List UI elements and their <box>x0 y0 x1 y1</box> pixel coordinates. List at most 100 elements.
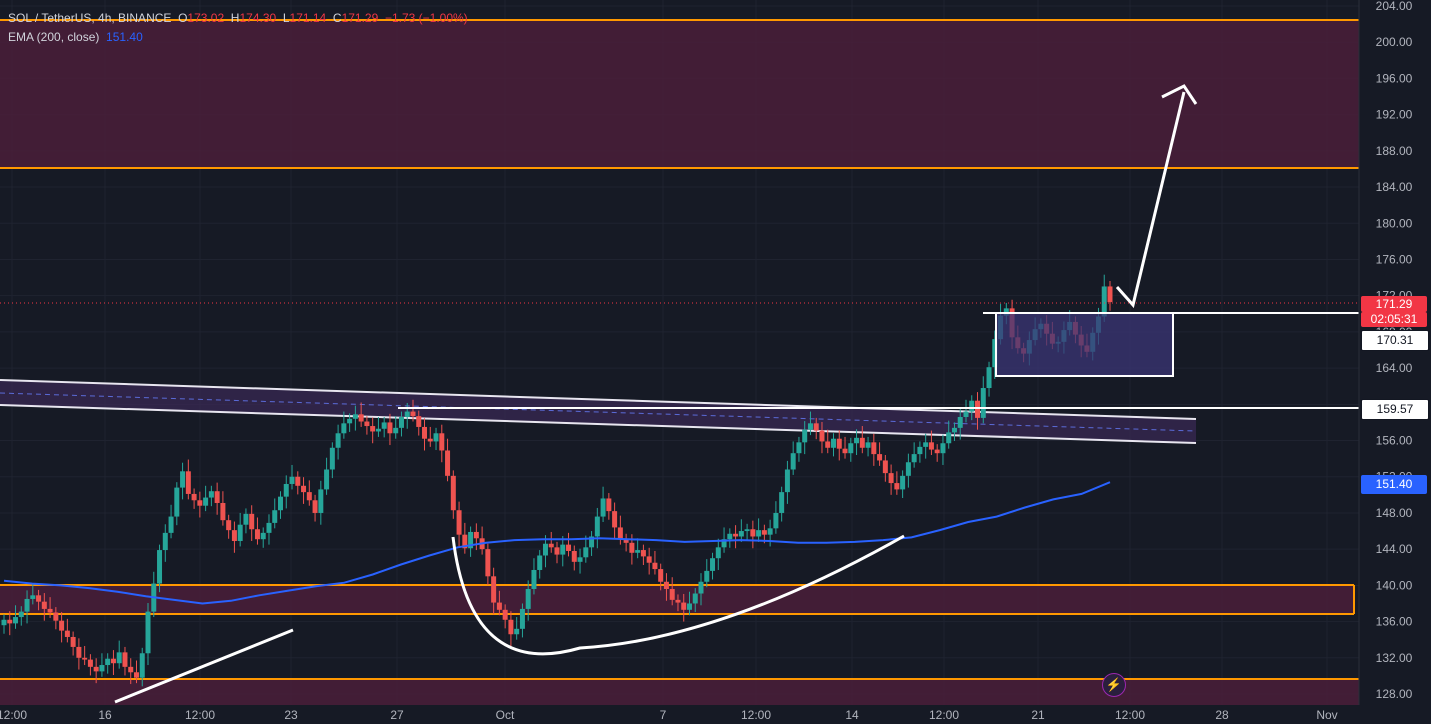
candle-body <box>249 513 255 530</box>
y-tick-label: 140.00 <box>1376 578 1413 592</box>
candle-body <box>450 475 456 511</box>
candle-body <box>13 617 19 624</box>
candle-body <box>583 547 589 558</box>
candle-body <box>675 599 681 603</box>
candle-body <box>185 471 191 494</box>
candle-body <box>738 531 744 537</box>
candle-body <box>243 513 249 525</box>
candle-body <box>468 531 474 549</box>
candle-body <box>894 483 900 490</box>
y-tick-label: 184.00 <box>1376 180 1413 194</box>
candle-body <box>422 426 428 439</box>
candle-body <box>24 598 30 612</box>
candle-body <box>594 516 600 537</box>
candle-body <box>917 446 923 455</box>
lightning-icon[interactable]: ⚡ <box>1102 673 1126 697</box>
y-tick-label: 148.00 <box>1376 506 1413 520</box>
candle-body <box>174 487 180 517</box>
x-tick-label: 16 <box>98 708 112 722</box>
candle-body <box>831 438 836 448</box>
candle-body <box>370 426 376 432</box>
candle-body <box>537 555 543 570</box>
candle-body <box>191 493 197 501</box>
candle-body <box>554 547 560 555</box>
ema-line <box>3 481 1111 605</box>
candle-body <box>669 588 675 600</box>
y-tick-label: 156.00 <box>1376 434 1413 448</box>
candle-body <box>946 432 952 444</box>
ema-legend[interactable]: EMA (200, close) 151.40 <box>8 29 143 45</box>
candle-body <box>761 530 767 535</box>
candle-body <box>963 411 969 417</box>
candle-body <box>635 550 641 553</box>
last-price-tag: 171.29 <box>1361 296 1427 312</box>
candle-body <box>531 569 537 589</box>
channel-upper-line <box>0 379 1197 420</box>
candle-body <box>710 558 716 571</box>
candle-body <box>986 367 992 389</box>
candle-body <box>358 414 364 422</box>
candle-body <box>99 665 105 672</box>
candle-body <box>260 532 266 540</box>
candle-body <box>681 602 687 610</box>
candle-body <box>36 595 42 602</box>
price-axis-bg <box>1359 0 1431 724</box>
candle-body <box>220 502 226 521</box>
symbol-legend: SOL / TetherUS, 4h, BINANCE O173.02 H174… <box>8 10 468 26</box>
candle-body <box>496 602 502 610</box>
candle-body <box>617 527 623 540</box>
x-tick-label: 21 <box>1031 708 1045 722</box>
candle-body <box>329 447 335 470</box>
high-value: 174.30 <box>239 11 277 25</box>
candle-body <box>842 448 848 454</box>
candle-body <box>1 619 7 626</box>
candle-body <box>47 608 53 613</box>
y-tick-label: 204.00 <box>1376 0 1413 13</box>
candle-body <box>802 429 808 443</box>
change-value: −1.73 (−1.00%) <box>384 11 468 25</box>
ema-price-tag: 151.40 <box>1361 475 1427 494</box>
candle-body <box>819 430 825 442</box>
price-axis[interactable]: 128.00132.00136.00140.00144.00148.00152.… <box>1358 0 1431 724</box>
candle-body <box>750 529 756 537</box>
support-trendline <box>114 628 294 704</box>
consolidation-box <box>995 312 1174 377</box>
candle-body <box>934 449 940 454</box>
candle-body <box>180 471 186 488</box>
candle-body <box>975 400 981 418</box>
candle-body <box>905 462 911 476</box>
target-arrow-head <box>1161 84 1198 105</box>
symbol-label: SOL / TetherUS, 4h, BINANCE <box>8 11 172 25</box>
candle-body <box>1003 308 1009 316</box>
candle-body <box>445 450 451 476</box>
candle-body <box>7 619 13 624</box>
candle-body <box>41 601 47 609</box>
y-tick-label: 192.00 <box>1376 108 1413 122</box>
candle-body <box>324 469 330 490</box>
y-tick-label: 176.00 <box>1376 252 1413 266</box>
open-label: O <box>178 11 188 25</box>
candle-body <box>439 433 445 451</box>
candle-body <box>295 476 301 486</box>
candle-body <box>231 530 237 542</box>
countdown-tag: 02:05:31 <box>1361 312 1427 327</box>
candle-body <box>767 528 773 535</box>
x-tick-label: 12:00 <box>929 708 959 722</box>
candle-body <box>836 438 842 449</box>
time-axis[interactable]: 12:00 16 12:00 23 27 Oct 7 12:00 14 12:00 21 12:00 2… <box>0 705 1359 724</box>
candle-body <box>646 556 652 563</box>
supply-demand-zones <box>0 19 1359 724</box>
candle-body <box>116 652 122 664</box>
x-tick-label: 12:00 <box>1115 708 1145 722</box>
candle-body <box>514 628 520 635</box>
candle-body <box>214 491 220 503</box>
channel-midline <box>0 392 1197 432</box>
y-tick-label: 128.00 <box>1376 687 1413 701</box>
candle-body <box>347 418 353 424</box>
candle-body <box>491 576 497 603</box>
candle-body <box>387 422 393 434</box>
low-value: 171.14 <box>289 11 327 25</box>
candle-body <box>93 666 99 672</box>
candle-body <box>128 666 134 673</box>
